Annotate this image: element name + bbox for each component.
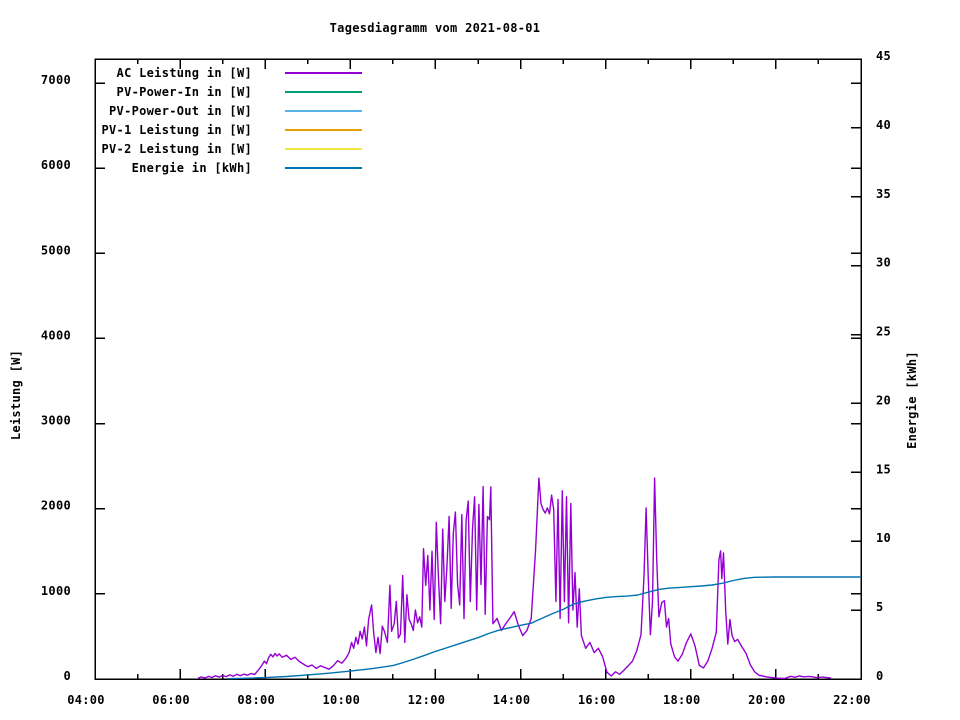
legend-label: AC Leistung in [W] [116, 65, 252, 80]
y2-axis-title: Energie [kWh] [905, 351, 919, 449]
legend: AC Leistung in [W] PV-Power-In in [W] PV-P… [42, 63, 362, 177]
plot-border [94, 58, 862, 680]
y2-tick-label: 20 [876, 393, 891, 407]
legend-line-sample [285, 166, 362, 169]
y2-tick-label: 35 [876, 187, 891, 201]
legend-item-0: AC Leistung in [W] [42, 63, 362, 82]
y-tick-label: 4000 [41, 328, 71, 342]
x-tick-label: 18:00 [663, 693, 701, 707]
x-tick-label: 10:00 [323, 693, 361, 707]
x-tick-label: 14:00 [493, 693, 531, 707]
legend-line-sample [285, 128, 362, 131]
legend-line-sample [285, 71, 362, 74]
legend-item-4: PV-2 Leistung in [W] [42, 139, 362, 158]
legend-item-3: PV-1 Leistung in [W] [42, 120, 362, 139]
y2-tick-label: 40 [876, 118, 891, 132]
y2-tick-label: 10 [876, 531, 891, 545]
x-tick-label: 16:00 [578, 693, 616, 707]
y2-tick-label: 25 [876, 325, 891, 339]
y-tick-label: 0 [63, 669, 71, 683]
y2-tick-label: 0 [876, 669, 884, 683]
y-axis-title: Leistung [W] [9, 349, 23, 441]
legend-line-sample [285, 90, 362, 93]
legend-label: PV-Power-In in [W] [116, 84, 252, 99]
legend-label: PV-Power-Out in [W] [109, 103, 252, 118]
y2-tick-label: 45 [876, 49, 891, 63]
legend-label: Energie in [kWh] [131, 160, 252, 175]
legend-item-5: Energie in [kWh] [42, 158, 362, 177]
y2-tick-label: 30 [876, 256, 891, 270]
x-tick-label: 08:00 [237, 693, 275, 707]
chart-title: Tagesdiagramm vom 2021-08-01 [329, 21, 541, 35]
series-line-energie-in-kwh- [226, 576, 861, 680]
y-tick-label: 6000 [41, 158, 71, 172]
y-tick-label: 3000 [41, 414, 71, 428]
y-tick-label: 5000 [41, 243, 71, 257]
legend-label: PV-1 Leistung in [W] [101, 122, 252, 137]
y2-tick-label: 5 [876, 600, 884, 614]
x-tick-label: 20:00 [748, 693, 786, 707]
y-tick-label: 2000 [41, 499, 71, 513]
legend-line-sample [285, 109, 362, 112]
x-tick-label: 04:00 [67, 693, 105, 707]
x-tick-label: 22:00 [833, 693, 871, 707]
legend-item-1: PV-Power-In in [W] [42, 82, 362, 101]
y-tick-label: 7000 [41, 73, 71, 87]
x-tick-label: 12:00 [408, 693, 446, 707]
legend-line-sample [285, 147, 362, 150]
series-line-ac-leistung-in-w- [197, 477, 832, 680]
legend-label: PV-2 Leistung in [W] [101, 141, 252, 156]
x-tick-label: 06:00 [152, 693, 190, 707]
legend-item-2: PV-Power-Out in [W] [42, 101, 362, 120]
y2-tick-label: 15 [876, 462, 891, 476]
y-tick-label: 1000 [41, 584, 71, 598]
